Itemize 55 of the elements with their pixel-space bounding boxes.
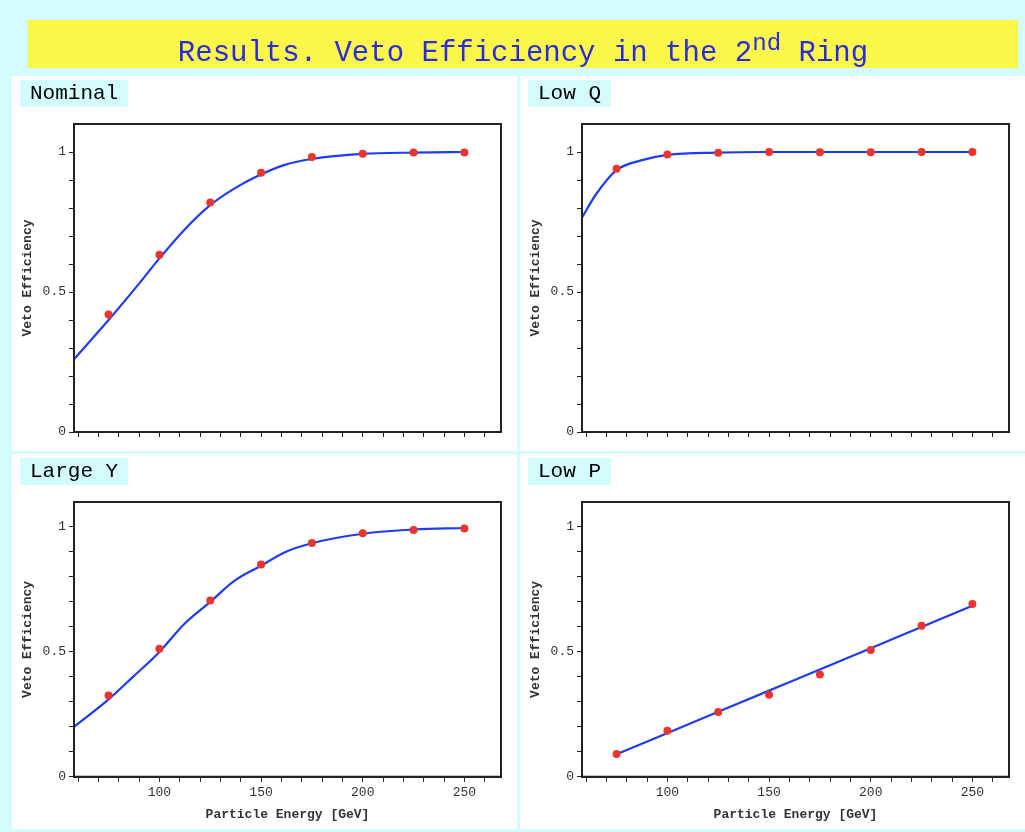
y-axis-title: Veto Efficiency (20, 219, 36, 337)
point (206, 596, 215, 605)
chart-title: Low P (528, 458, 612, 485)
point (206, 198, 215, 207)
y-tick-label: 0 (566, 769, 574, 785)
x-tick-label: 250 (960, 785, 985, 801)
y-tick-label: 0.5 (42, 284, 66, 300)
x-axis-title: Particle Energy [GeV] (713, 807, 878, 823)
y-tick-label: 1 (566, 144, 575, 160)
x-tick-label: 150 (757, 785, 781, 801)
x-tick-label: 100 (655, 785, 680, 801)
point (968, 599, 977, 608)
point (409, 148, 418, 157)
x-tick-label: 150 (249, 785, 273, 801)
text: Results. Veto Efficiency in the 2$^{nd}$ Ring (28, 20, 1018, 70)
point (815, 670, 824, 679)
point (104, 691, 113, 700)
point (765, 690, 774, 699)
y-tick-label: 0 (566, 424, 574, 440)
chart-title: Large Y (20, 458, 129, 485)
point (917, 621, 926, 630)
point (307, 538, 316, 547)
y-tick-label: 1 (58, 144, 67, 160)
point (307, 153, 316, 162)
point (155, 250, 164, 259)
point (155, 644, 164, 653)
point (612, 750, 621, 759)
point (866, 645, 875, 654)
y-tick-label: 0.5 (550, 644, 574, 660)
point (257, 560, 266, 569)
x-axis-title: Particle Energy [GeV] (205, 807, 370, 823)
point (257, 168, 266, 177)
x-tick-label: 250 (452, 785, 477, 801)
point (460, 148, 469, 157)
y-tick-label: 0.5 (550, 284, 574, 300)
chart-title: Nominal (20, 80, 129, 107)
x-tick-label: 200 (859, 785, 883, 801)
point (358, 149, 367, 158)
y-tick-label: 1 (58, 519, 67, 535)
y-axis-title: Veto Efficiency (20, 580, 36, 698)
chart-title: Low Q (528, 80, 612, 107)
point (460, 524, 469, 533)
point (714, 708, 723, 717)
point (104, 310, 113, 319)
point (358, 529, 367, 538)
y-axis-title: Veto Efficiency (528, 219, 544, 337)
x-tick-label: 100 (147, 785, 172, 801)
y-tick-label: 1 (566, 519, 575, 535)
point (409, 525, 418, 534)
y-tick-label: 0 (58, 424, 66, 440)
y-tick-label: 0 (58, 769, 66, 785)
point (663, 726, 672, 735)
y-tick-label: 0.5 (42, 644, 66, 660)
x-tick-label: 200 (351, 785, 375, 801)
y-axis-title: Veto Efficiency (528, 580, 544, 698)
